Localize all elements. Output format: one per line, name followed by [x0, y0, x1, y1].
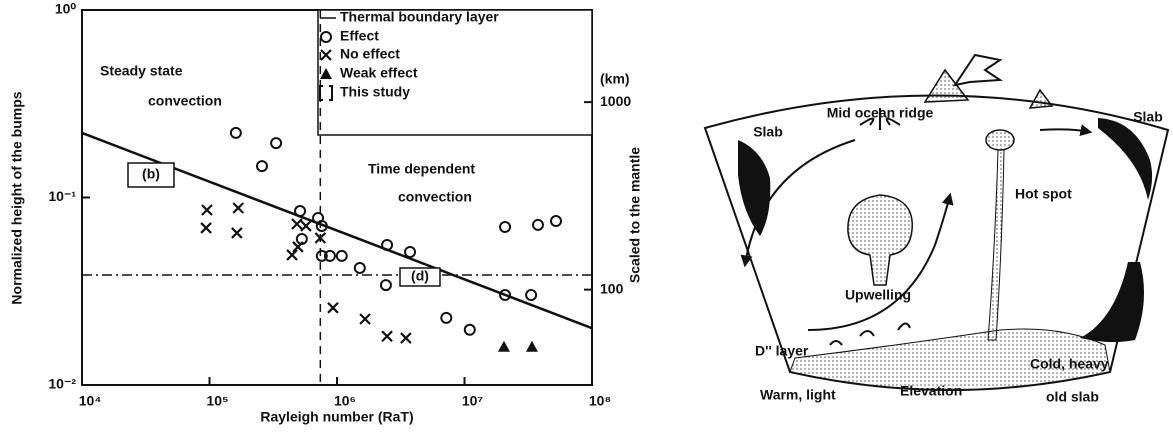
x-tick-label: 10⁴	[79, 393, 102, 409]
point-circle	[379, 279, 392, 292]
legend-symbol	[320, 68, 332, 79]
y2-unit: (km)	[600, 71, 630, 87]
y-tick-label: 10⁻¹	[48, 188, 76, 204]
diagram-label: Cold, heavy	[1030, 356, 1109, 372]
point-circle	[255, 160, 268, 173]
boxed-label: (d)	[411, 268, 429, 284]
legend-symbol	[320, 49, 332, 61]
arrow-right	[1039, 124, 1093, 137]
point-cross	[400, 332, 412, 344]
legend-label: Effect	[340, 28, 379, 44]
point-circle	[463, 323, 476, 336]
legend-label: Thermal boundary layer	[340, 9, 499, 25]
point-circle	[525, 288, 538, 301]
point-circle	[531, 218, 544, 231]
diagram-label: Slab	[1133, 109, 1163, 125]
slab-right-bottom	[1080, 262, 1144, 343]
point-circle	[335, 249, 348, 262]
point-circle	[323, 249, 336, 262]
point-cross	[327, 302, 339, 314]
y-axis-title: Normalized height of the bumps	[9, 91, 25, 304]
point-circle	[499, 221, 512, 234]
y-tick-label: 10⁻²	[48, 376, 76, 392]
point-cross	[291, 218, 303, 230]
mantle-diagram: Mid ocean ridge Slab Slab Hot spot Upwel…	[703, 53, 1170, 405]
point-circle	[315, 249, 328, 262]
flag	[952, 53, 1004, 87]
diagram-label: Slab	[753, 124, 783, 140]
label-box	[127, 162, 175, 188]
x-tick-label: 10⁷	[462, 393, 484, 409]
point-circle	[440, 311, 453, 324]
annotation: convection	[398, 189, 472, 205]
point-cross	[381, 330, 393, 343]
arrow-down-left	[740, 139, 856, 268]
y2-tick-label: 1000	[600, 93, 631, 109]
boxed-label: (b)	[142, 166, 160, 182]
arrow-up	[807, 192, 954, 331]
diagram-label: Hot spot	[1015, 186, 1072, 202]
point-cross	[232, 202, 245, 214]
x-tick-label: 10⁸	[589, 393, 611, 409]
diagram-label: Elevation	[900, 383, 962, 399]
legend-label: This study	[340, 84, 410, 100]
diagram-label: Upwelling	[845, 287, 911, 303]
x-tick-label: 10⁵	[206, 393, 228, 409]
annotation: Time dependent	[368, 161, 475, 177]
y2-axis-title: Scaled to the mantle	[627, 147, 643, 283]
legend-label: Weak effect	[340, 65, 418, 81]
point-circle	[353, 261, 366, 274]
diagram-label: old slab	[1046, 389, 1099, 405]
point-cross	[200, 222, 212, 234]
point-cross	[292, 241, 304, 253]
point-cross	[314, 232, 327, 244]
x-tick-label: 10⁶	[334, 393, 356, 409]
slab-left	[738, 140, 771, 236]
y-tick-label: 10⁰	[55, 1, 77, 17]
slab-right-top	[1098, 118, 1153, 200]
diagram-label: D'' layer	[755, 343, 809, 359]
point-cross	[286, 249, 298, 261]
point-circle	[404, 246, 417, 259]
diagram-label: Mid ocean ridge	[827, 105, 934, 121]
point-circle	[229, 126, 242, 139]
point-triangle	[497, 340, 510, 352]
point-circle	[270, 137, 283, 150]
point-cross	[231, 227, 243, 239]
point-cross	[201, 204, 213, 216]
legend-box	[317, 9, 593, 136]
point-cross	[300, 220, 312, 232]
point-circle	[550, 215, 563, 228]
point-triangle	[525, 340, 538, 352]
label-box	[399, 267, 441, 287]
island	[1028, 88, 1054, 109]
annotation: convection	[148, 93, 222, 109]
hot-spot-head	[985, 129, 1015, 151]
point-circle	[499, 288, 512, 301]
y2-tick-label: 100	[600, 280, 624, 296]
upwelling-plume	[847, 194, 913, 286]
hot-spot-plume	[987, 149, 1005, 341]
ridge-arrows	[859, 108, 901, 130]
point-circle	[315, 219, 328, 232]
point-circle	[381, 239, 394, 252]
annotation: Steady state	[100, 63, 183, 79]
point-circle	[294, 205, 307, 218]
point-cross	[359, 313, 371, 325]
blobs	[829, 322, 911, 346]
legend-label: No effect	[340, 46, 400, 62]
legend-bracket-symbol	[319, 85, 333, 101]
boundary-layer-line	[81, 131, 593, 330]
diagram-label: Warm, light	[760, 387, 836, 403]
legend-symbol	[320, 31, 332, 43]
x-axis-title: Rayleigh number (RaT)	[260, 409, 413, 425]
